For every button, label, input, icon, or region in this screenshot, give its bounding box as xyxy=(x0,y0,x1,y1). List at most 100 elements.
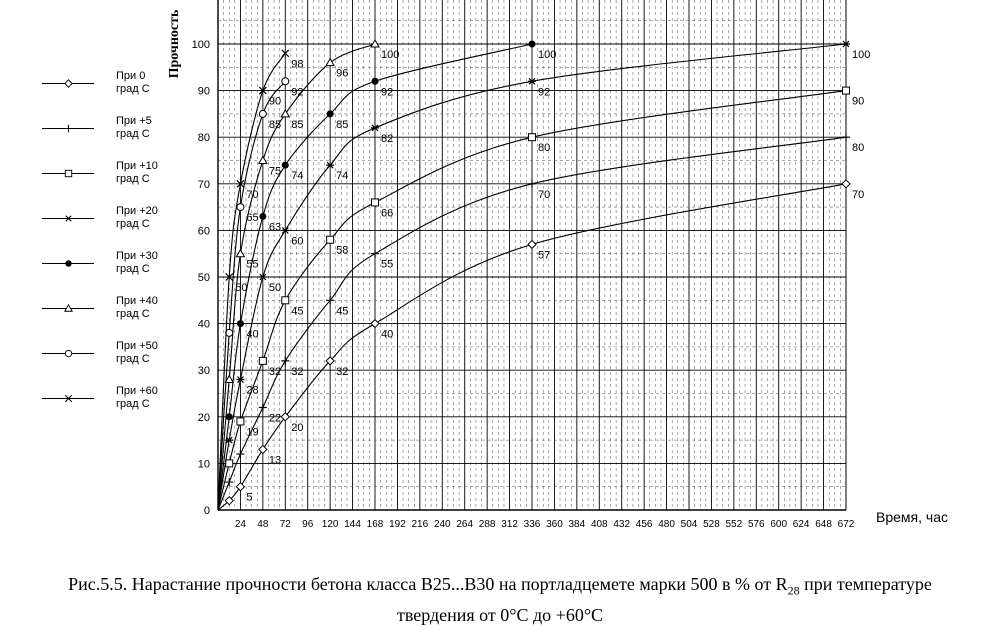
cross-marker xyxy=(281,49,290,58)
marker-shape xyxy=(370,318,380,329)
data-label: 58 xyxy=(336,245,348,257)
plus-marker xyxy=(281,356,290,365)
square-marker xyxy=(258,356,267,365)
circle-marker xyxy=(281,77,290,86)
x-tick-label: 144 xyxy=(344,519,361,530)
cross-marker xyxy=(236,179,245,188)
marker-shape xyxy=(225,328,234,337)
legend-label: При +60 град С xyxy=(116,385,158,410)
circle-marker-icon xyxy=(64,349,73,358)
data-label: 82 xyxy=(381,133,393,145)
marker-shape xyxy=(258,86,267,95)
diamond-marker xyxy=(841,179,851,189)
square-marker xyxy=(281,296,290,305)
marker-shape xyxy=(281,356,290,365)
y-tick-label: 20 xyxy=(198,412,210,424)
legend-label: При +5 град С xyxy=(116,115,152,140)
data-label: 50 xyxy=(235,282,247,294)
data-label: 22 xyxy=(269,412,281,424)
marker-shape xyxy=(257,155,268,164)
series-line-0 xyxy=(217,183,847,511)
data-label: 85 xyxy=(291,119,303,131)
marker-shape xyxy=(258,109,267,118)
data-label: 32 xyxy=(291,366,303,378)
y-tick-label: 10 xyxy=(198,458,210,470)
data-label: 45 xyxy=(291,305,303,317)
x-tick-label: 336 xyxy=(524,519,541,530)
diamond-marker xyxy=(280,412,290,422)
cross-marker xyxy=(258,86,267,95)
x-tick-label: 72 xyxy=(280,519,292,530)
x-tick-label: 600 xyxy=(770,519,787,530)
plus-marker xyxy=(371,249,379,258)
marker-shape xyxy=(235,481,246,492)
data-label: 70 xyxy=(538,189,550,201)
data-label: 32 xyxy=(269,366,281,378)
marker-shape xyxy=(258,273,267,281)
data-label: 75 xyxy=(269,166,281,178)
plus-marker xyxy=(236,450,245,459)
marker-shape xyxy=(281,49,290,58)
asterisk-marker xyxy=(528,77,536,85)
marker-shape xyxy=(528,133,536,142)
plus-marker xyxy=(225,478,234,487)
asterisk-marker xyxy=(326,161,335,169)
marker-shape xyxy=(371,124,379,132)
data-label: 63 xyxy=(269,221,281,233)
x-tick-label: 432 xyxy=(613,519,630,530)
marker-shape xyxy=(841,179,851,189)
dot-marker xyxy=(259,212,267,220)
figure-caption: Рис.5.5. Нарастание прочности бетона кла… xyxy=(0,572,1000,627)
square-marker-icon xyxy=(64,169,73,178)
plus-marker-icon xyxy=(64,124,73,133)
marker-shape xyxy=(236,417,245,426)
legend-item-2: При +10 град С xyxy=(30,160,180,190)
marker-shape xyxy=(528,77,536,85)
triangle-marker xyxy=(280,108,291,118)
data-label: 92 xyxy=(381,86,393,98)
data-label: 32 xyxy=(336,366,348,378)
data-label: 100 xyxy=(381,49,399,61)
data-label: 19 xyxy=(246,426,258,438)
asterisk-marker xyxy=(236,376,245,383)
legend-item-0: При 0 град С xyxy=(30,70,180,100)
data-label: 98 xyxy=(291,58,303,70)
y-tick-label: 60 xyxy=(198,225,210,237)
x-tick-label: 264 xyxy=(456,519,473,530)
marker-shape xyxy=(236,376,245,383)
marker-shape xyxy=(281,161,289,169)
dot-marker xyxy=(326,110,334,118)
y-tick-label: 70 xyxy=(198,179,210,191)
legend-item-5: При +40 град С xyxy=(30,295,180,325)
triangle-marker-icon xyxy=(64,303,73,312)
marker-shape xyxy=(280,412,290,422)
dot-marker xyxy=(371,77,379,85)
y-tick-label: 30 xyxy=(198,365,210,377)
y-tick-label: 90 xyxy=(198,86,210,98)
square-marker xyxy=(528,133,536,142)
plus-marker xyxy=(842,133,850,142)
legend-label: При 0 град С xyxy=(116,70,150,95)
legend-label: При +50 град С xyxy=(116,340,158,365)
asterisk-marker xyxy=(842,40,850,48)
data-label: 50 xyxy=(269,282,281,294)
caption-line-2: твердения от 0°С до +60°С xyxy=(396,604,604,625)
diamond-marker xyxy=(224,495,234,506)
marker-shape xyxy=(281,296,290,305)
legend-label: При +10 град С xyxy=(116,160,158,185)
marker-shape xyxy=(235,248,246,258)
triangle-marker xyxy=(224,374,235,384)
legend-item-6: При +50 град С xyxy=(30,340,180,370)
square-marker xyxy=(236,417,245,426)
plus-marker xyxy=(326,296,335,305)
series-line-7 xyxy=(217,53,286,511)
y-tick-label: 50 xyxy=(198,272,210,284)
data-label: 40 xyxy=(246,329,258,341)
data-label: 90 xyxy=(269,96,281,108)
data-label: 74 xyxy=(291,170,303,182)
legend-label: При +20 град С xyxy=(116,205,158,230)
diamond-marker xyxy=(258,444,268,455)
series xyxy=(217,38,851,511)
marker-shape xyxy=(326,110,334,118)
data-label: 70 xyxy=(246,189,258,201)
